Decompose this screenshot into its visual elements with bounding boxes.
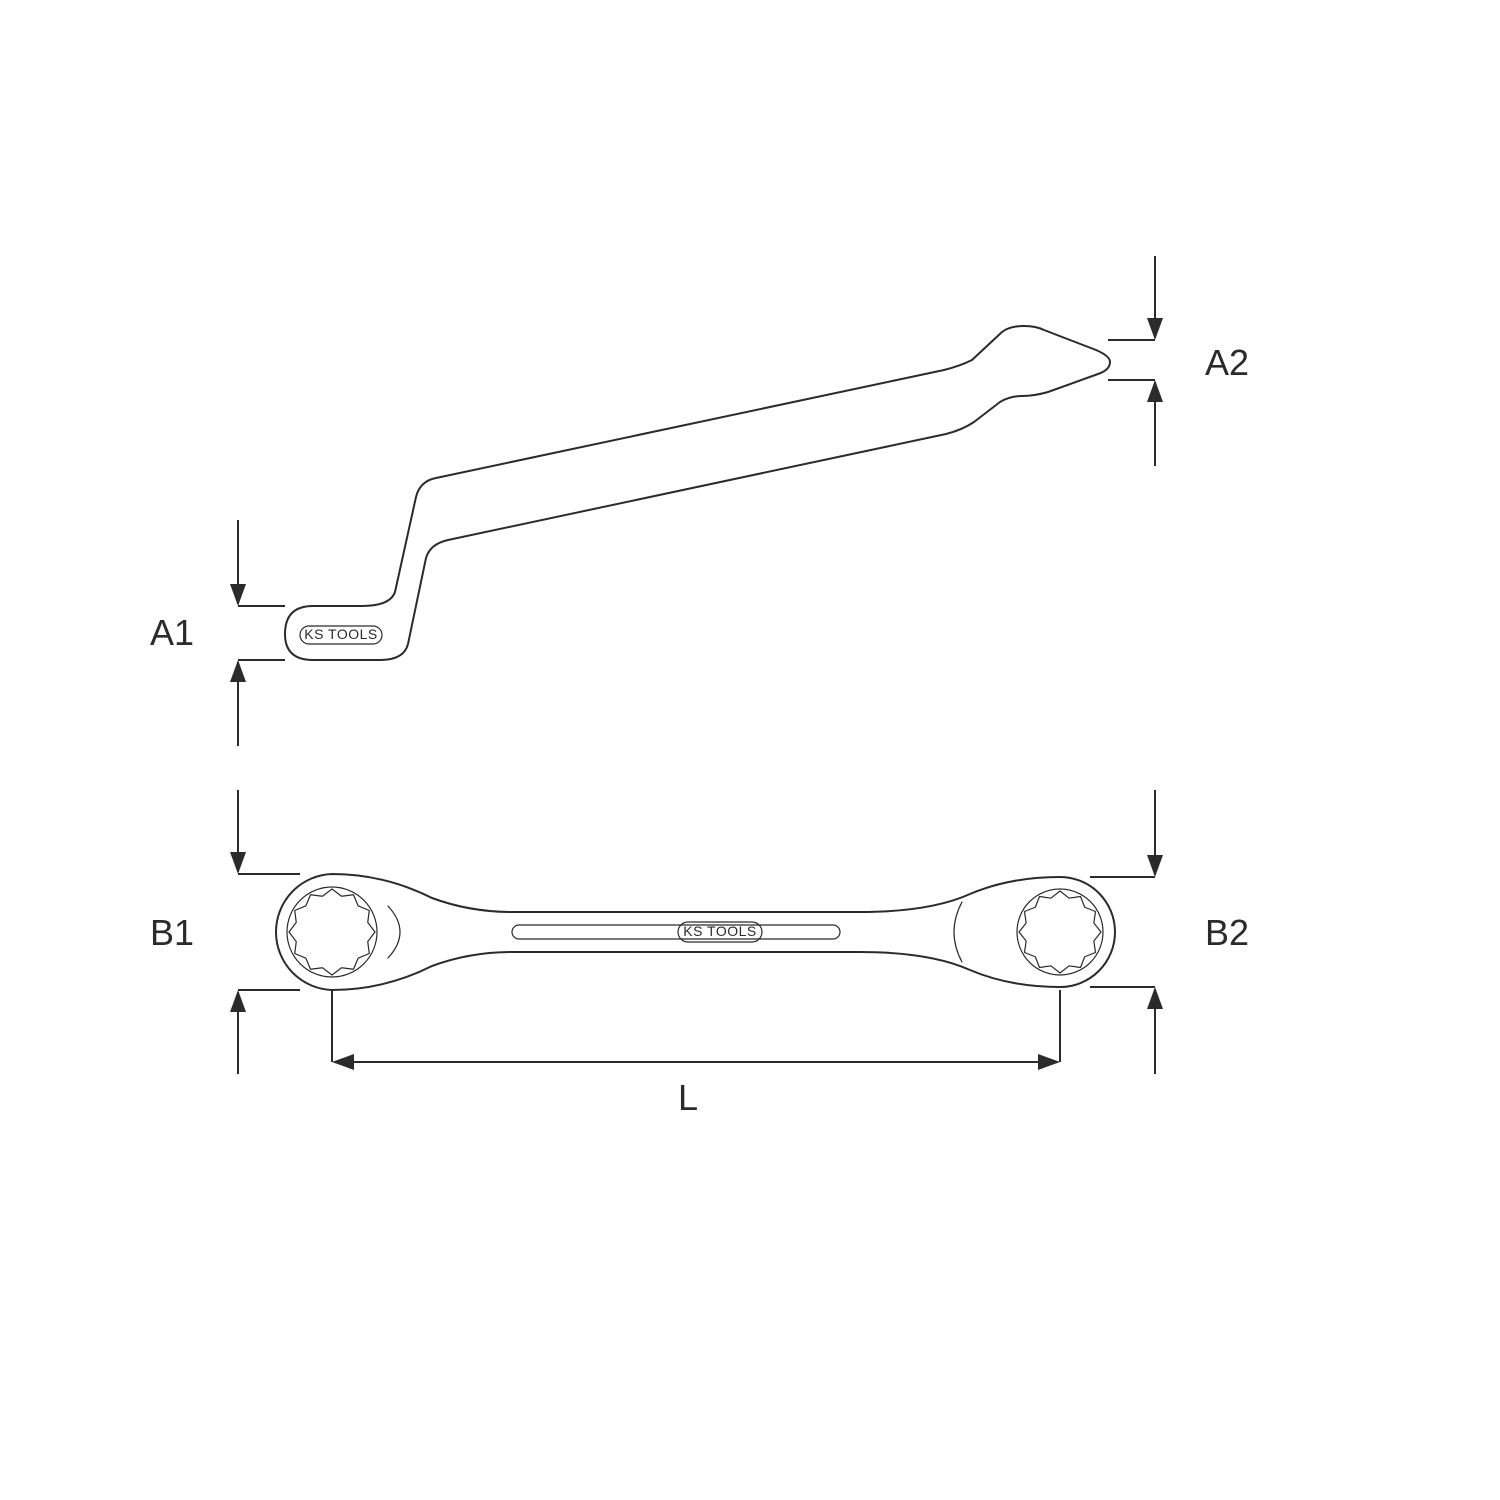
label-a2: A2 — [1205, 342, 1249, 383]
right-ring — [1017, 889, 1103, 975]
side-outline — [285, 326, 1110, 660]
left-ring — [287, 887, 377, 977]
wrench-side-view: KS TOOLS — [285, 326, 1110, 660]
label-a1: A1 — [150, 612, 194, 653]
technical-drawing: KS TOOLS KS TOOLS A1 A2 B1 B2 L — [0, 0, 1500, 1500]
brand-text-side: KS TOOLS — [304, 626, 378, 642]
handle-recess — [512, 925, 840, 939]
wrench-top-view: KS TOOLS — [276, 874, 1115, 990]
left-teardrop-curve — [388, 906, 400, 958]
right-neck-curve — [954, 902, 962, 962]
label-b2: B2 — [1205, 912, 1249, 953]
label-l: L — [678, 1077, 698, 1118]
brand-text-top: KS TOOLS — [683, 923, 757, 939]
label-b1: B1 — [150, 912, 194, 953]
